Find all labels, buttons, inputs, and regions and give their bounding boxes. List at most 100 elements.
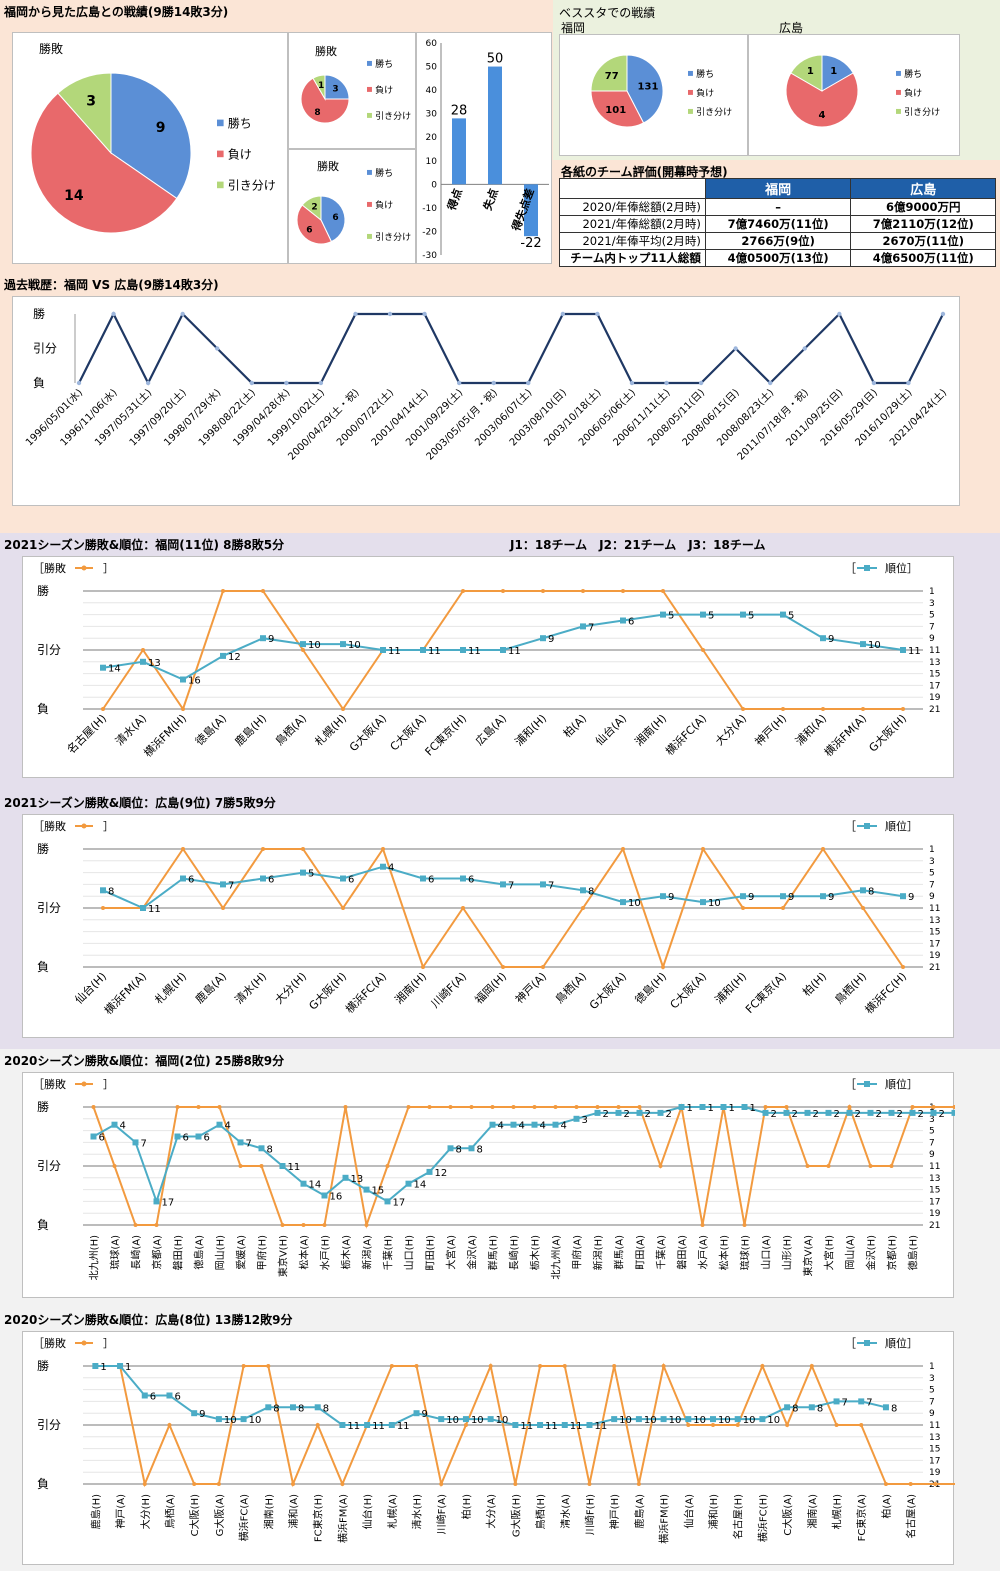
rank-point — [405, 1180, 412, 1187]
rank-value-label: 10 — [693, 1415, 706, 1426]
x-category-label: 神戸(H) — [752, 711, 789, 748]
legend-rank-label: 順位］ — [885, 819, 918, 833]
result-point — [711, 1423, 715, 1427]
result-point — [421, 965, 425, 969]
legend-label: 引き分け — [375, 111, 411, 122]
x-category-label: 柏(A) — [880, 1494, 893, 1519]
legend-swatch — [367, 233, 372, 239]
rank-point — [215, 1416, 222, 1423]
rank-value-label: 10 — [496, 1415, 509, 1426]
x-category-label: 清水(H) — [232, 970, 269, 1007]
rank-value-label: 5 — [788, 611, 794, 622]
x-category-label: 横浜FC(H) — [862, 969, 909, 1016]
result-point — [280, 1223, 285, 1227]
rank-point — [594, 1109, 601, 1116]
result-point — [381, 847, 385, 851]
result-point — [167, 1423, 172, 1427]
x-category-label: 愛媛(A) — [235, 1235, 248, 1270]
top-title: 福岡から見た広島との戦績(9勝14敗3分) — [4, 5, 229, 19]
rank-value-label: 10 — [628, 898, 641, 909]
table-cell: チーム内トップ11人総額 — [559, 249, 706, 267]
league-info: J1：18チーム J2：21チーム J3：18チーム — [510, 538, 766, 552]
rank-value-label: 11 — [347, 1421, 360, 1432]
rank-axis-label: 5 — [929, 1127, 935, 1137]
rank-value-label: 2 — [813, 1109, 819, 1120]
history-point — [906, 380, 911, 386]
rank-value-label: 8 — [868, 886, 874, 897]
history-point — [76, 380, 82, 386]
y-tick-label: 0 — [431, 180, 437, 190]
rank-value-label: 12 — [435, 1168, 448, 1179]
x-date-label: 1998/08/22(土) — [195, 386, 258, 449]
history-point — [802, 346, 807, 351]
result-point — [581, 589, 585, 593]
result-point — [511, 1105, 516, 1109]
rank-value-label: 2 — [834, 1109, 840, 1120]
x-category-label: 名古屋(H) — [732, 1494, 745, 1539]
rank-value-label: 14 — [414, 1180, 427, 1191]
result-point — [343, 1105, 348, 1109]
rank-point — [740, 893, 746, 900]
rank-point — [900, 893, 906, 900]
rank-point — [220, 652, 226, 659]
history-point — [387, 311, 393, 317]
x-category-label: 鳥栖(A) — [552, 969, 589, 1006]
x-date-label: 2006/11/11(土) — [610, 386, 673, 449]
x-category-label: FC東京(A) — [742, 969, 789, 1016]
rank-value-label: 8 — [273, 1403, 279, 1414]
rank-value-label: 2 — [897, 1109, 903, 1120]
rank-point — [500, 647, 506, 653]
rank-value-label: 4 — [540, 1121, 546, 1132]
legend-result-close: ］ — [103, 562, 114, 575]
legend-label: 引き分け — [696, 107, 732, 118]
result-point — [861, 707, 865, 711]
x-category-label: 琉球(H) — [739, 1235, 752, 1270]
rank-value-label: 10 — [708, 898, 721, 909]
rank-point — [780, 893, 786, 900]
rank-axis-label: 13 — [929, 1174, 940, 1184]
x-category-label: 広島(A) — [472, 711, 509, 748]
rank-value-label: 6 — [468, 875, 474, 886]
rank-point — [140, 905, 146, 911]
rank-point — [540, 881, 546, 888]
rank-point — [460, 647, 466, 653]
rank-point — [92, 1363, 99, 1369]
rank-axis-label: 1 — [929, 1362, 935, 1372]
x-date-label: 2000/07/22(土) — [334, 386, 397, 449]
rank-point — [700, 611, 706, 618]
rank-value-label: 14 — [108, 664, 121, 675]
rank-point — [339, 1422, 346, 1428]
rank-value-label: 10 — [767, 1415, 780, 1426]
rank-axis-label: 7 — [929, 1397, 935, 1407]
x-date-label: 2001/09/29(土) — [403, 386, 466, 449]
x-date-label: 2021/04/24(土) — [887, 386, 950, 449]
result-point — [259, 1164, 264, 1168]
pie-value-label: 1 — [807, 66, 814, 77]
rank-value-label: 6 — [428, 875, 434, 886]
result-point — [301, 1223, 306, 1227]
rank-value-label: 10 — [644, 1415, 657, 1426]
stadium-hiroshima-label: 広島 — [779, 21, 804, 35]
pie-value-label: 2 — [311, 203, 317, 213]
result-point — [861, 906, 865, 910]
bar — [452, 118, 466, 185]
rank-value-label: 4 — [120, 1121, 126, 1132]
result-point — [553, 1105, 558, 1109]
x-category-label: 湘南(A) — [806, 1494, 819, 1529]
x-category-label: 新潟(H) — [592, 1235, 605, 1270]
pie-title: 勝敗 — [315, 44, 337, 58]
result-point — [933, 1482, 938, 1486]
history-point — [940, 311, 946, 317]
history-point — [837, 311, 842, 317]
pie-slice — [110, 72, 192, 200]
rank-axis-label: 1 — [929, 587, 935, 597]
y-tick-label: 40 — [426, 86, 438, 96]
rank-value-label: 7 — [141, 1138, 147, 1149]
result-point — [406, 1105, 411, 1109]
legend-result-marker — [81, 823, 87, 829]
rank-value-label: 10 — [743, 1415, 756, 1426]
rank-value-label: 11 — [148, 904, 161, 915]
result-point — [91, 1105, 96, 1109]
x-category-label: 大宮(H) — [823, 1235, 836, 1270]
result-point — [595, 1105, 600, 1109]
